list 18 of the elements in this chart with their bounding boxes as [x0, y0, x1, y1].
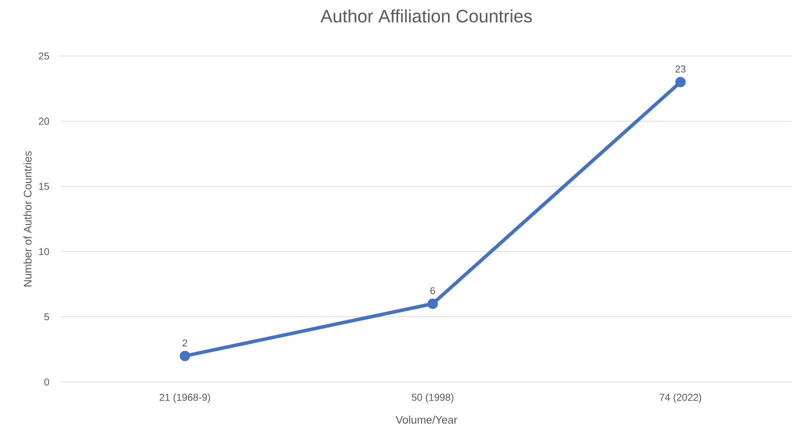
point	[180, 350, 190, 362]
y-tick-label: 15	[39, 182, 50, 190]
y-tick-label: 20	[38, 118, 50, 125]
y-tick-label: 5	[44, 313, 50, 320]
x-axis-title: Volume/Year	[396, 416, 458, 424]
data-label: 2	[182, 339, 188, 346]
chart-title: Author Affiliation Countries	[320, 9, 532, 22]
x-tick-label: 50 (1998)	[412, 394, 454, 403]
x-tick-label: 74 (2022)	[660, 394, 702, 403]
y-tick-label: 10	[39, 248, 50, 256]
y-tick-label: 25	[38, 52, 50, 60]
point	[675, 76, 686, 88]
point	[427, 298, 438, 309]
y-axis-title: Number of Author Countries	[24, 151, 32, 286]
data-label: 23	[675, 66, 686, 73]
y-tick-label: 0	[44, 378, 50, 386]
x-tick-label: 21 (1968-9)	[160, 394, 210, 403]
data-label: 6	[430, 287, 436, 294]
